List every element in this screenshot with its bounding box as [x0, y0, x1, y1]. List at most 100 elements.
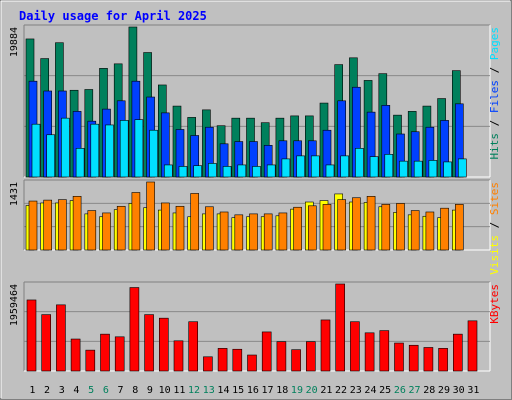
series-kbytes: [26, 283, 478, 372]
bar-sites-3: [58, 199, 67, 251]
legend-item: Visits: [488, 235, 501, 275]
x-tick-label: 16: [247, 385, 259, 396]
x-tick-label: 7: [118, 385, 124, 396]
bar-pages-8: [134, 119, 144, 178]
bar-sites-17: [263, 213, 273, 251]
bar-pages-11: [178, 166, 188, 178]
bar-pages-9: [149, 129, 158, 178]
series-sites: [28, 181, 464, 251]
x-tick-label: 6: [103, 385, 109, 396]
bar-kbytes-3: [56, 304, 66, 372]
bar-kbytes-23: [350, 321, 360, 372]
bar-sites-7: [116, 205, 126, 251]
legend-item: Sites: [488, 182, 501, 215]
chart-panels: 19884 Hits / Files / Pages 1431 Visits / Si…: [9, 24, 501, 372]
bar-sites-14: [219, 211, 229, 251]
bar-sites-9: [146, 181, 155, 251]
x-tick-label: 5: [88, 385, 94, 396]
legend-separator: /: [488, 113, 501, 133]
y-max-label: 1431: [9, 182, 20, 206]
bar-sites-30: [454, 204, 464, 251]
x-tick-label: 30: [453, 385, 465, 396]
bar-pages-6: [105, 124, 114, 178]
x-tick-label: 27: [409, 385, 421, 396]
bar-sites-15: [234, 214, 244, 251]
bar-pages-29: [443, 161, 452, 178]
legend-item: Pages: [488, 27, 501, 60]
x-tick-label: 10: [159, 385, 171, 396]
bar-kbytes-14: [217, 348, 228, 372]
bar-sites-24: [366, 196, 376, 251]
legend-separator: /: [488, 215, 501, 235]
legend-hits_files_pages: Hits / Files / Pages: [488, 27, 501, 160]
x-tick-label: 2: [44, 385, 50, 396]
legend-separator: /: [488, 60, 501, 80]
x-axis-labels: 1 2 3 4 5 6 7 8 9 10 11 12 13 14 15 16 17 18 19 20 21 22 23 24 2…: [29, 385, 479, 396]
bar-pages-3: [61, 117, 70, 178]
bar-kbytes-5: [85, 349, 96, 372]
bar-pages-4: [75, 148, 85, 178]
x-tick-label: 13: [203, 385, 215, 396]
bar-kbytes-22: [335, 283, 346, 372]
bar-kbytes-21: [320, 319, 331, 372]
x-tick-label: 11: [173, 385, 185, 396]
bar-pages-28: [428, 160, 438, 178]
x-tick-label: 31: [467, 385, 479, 396]
bar-pages-16: [252, 166, 261, 178]
bar-kbytes-19: [291, 349, 301, 372]
bar-kbytes-25: [379, 330, 390, 372]
legend-kbytes: KBytes: [488, 284, 501, 324]
bar-pages-22: [340, 155, 350, 178]
bar-sites-13: [205, 206, 214, 251]
chart-title: Daily usage for April 2025: [19, 9, 207, 23]
bar-sites-6: [102, 212, 111, 251]
bar-kbytes-28: [423, 347, 434, 372]
bar-kbytes-11: [173, 340, 184, 372]
bar-kbytes-30: [452, 333, 463, 372]
bar-kbytes-10: [159, 317, 169, 372]
y-max-label: 19884: [9, 27, 20, 57]
bar-sites-2: [43, 199, 53, 251]
bar-sites-27: [410, 210, 420, 251]
bar-kbytes-20: [305, 341, 316, 372]
bar-sites-4: [72, 196, 82, 251]
x-tick-label: 8: [132, 385, 138, 396]
bar-sites-10: [161, 202, 170, 251]
bar-kbytes-12: [188, 321, 198, 372]
panel-hits_files_pages: 19884 Hits / Files / Pages: [9, 24, 501, 178]
x-tick-label: 29: [438, 385, 450, 396]
bar-kbytes-27: [408, 344, 419, 372]
x-tick-label: 14: [217, 385, 229, 396]
x-tick-label: 21: [320, 385, 332, 396]
legend-item: Files: [488, 80, 501, 113]
panel-kbytes: 1959464 KBytes: [9, 281, 501, 372]
bar-sites-11: [175, 205, 185, 251]
bar-sites-25: [381, 204, 391, 251]
bar-kbytes-7: [114, 336, 125, 372]
x-tick-label: 19: [291, 385, 303, 396]
bar-pages-14: [222, 166, 232, 178]
bar-kbytes-17: [261, 331, 272, 372]
bar-kbytes-29: [438, 348, 448, 372]
bar-sites-20: [307, 205, 317, 251]
bar-kbytes-8: [129, 287, 140, 372]
bar-sites-23: [352, 197, 361, 251]
bar-sites-19: [293, 206, 302, 251]
legend-visits_sites: Visits / Sites: [488, 182, 501, 275]
bar-pages-21: [325, 164, 335, 178]
bar-sites-5: [87, 210, 97, 251]
bar-kbytes-9: [144, 314, 154, 372]
bar-pages-17: [266, 164, 276, 178]
legend-item: KBytes: [488, 284, 501, 324]
x-tick-label: 20: [306, 385, 318, 396]
panel-visits_sites: 1431 Visits / Sites: [9, 179, 501, 275]
bar-pages-13: [208, 163, 217, 178]
x-tick-label: 26: [394, 385, 406, 396]
bar-sites-8: [131, 192, 141, 251]
bar-pages-20: [310, 155, 320, 178]
bar-sites-18: [278, 212, 288, 251]
bar-pages-30: [457, 158, 467, 178]
x-tick-label: 3: [59, 385, 65, 396]
x-tick-label: 23: [350, 385, 362, 396]
bar-kbytes-24: [364, 332, 375, 372]
